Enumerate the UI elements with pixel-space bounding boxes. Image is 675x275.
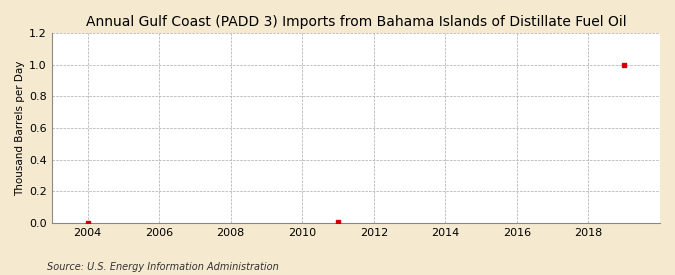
Title: Annual Gulf Coast (PADD 3) Imports from Bahama Islands of Distillate Fuel Oil: Annual Gulf Coast (PADD 3) Imports from … xyxy=(86,15,626,29)
Text: Source: U.S. Energy Information Administration: Source: U.S. Energy Information Administ… xyxy=(47,262,279,272)
Y-axis label: Thousand Barrels per Day: Thousand Barrels per Day xyxy=(15,60,25,196)
